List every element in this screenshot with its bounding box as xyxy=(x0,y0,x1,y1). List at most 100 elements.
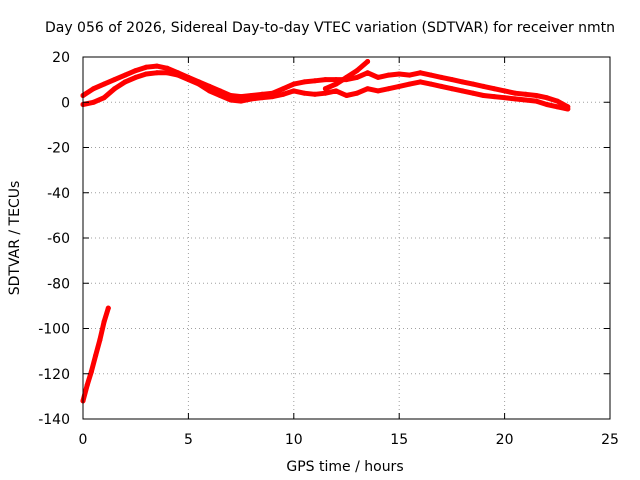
data-point xyxy=(164,70,170,76)
data-point xyxy=(185,77,191,83)
series-left-descent xyxy=(80,305,111,404)
data-point xyxy=(491,86,497,92)
data-point xyxy=(112,86,118,92)
data-point xyxy=(112,77,118,83)
data-point xyxy=(449,86,455,92)
data-point xyxy=(354,90,360,96)
y-tick-label: -100 xyxy=(38,322,70,338)
data-point xyxy=(91,99,96,105)
data-point xyxy=(459,79,465,85)
data-point xyxy=(228,97,234,103)
data-point xyxy=(407,72,413,78)
series-main-track-lower xyxy=(80,70,571,112)
data-point xyxy=(354,74,360,80)
data-point xyxy=(344,74,349,80)
data-point xyxy=(428,81,434,87)
x-axis-label: GPS time / hours xyxy=(286,459,403,475)
data-point xyxy=(470,90,476,96)
data-point xyxy=(238,94,244,100)
data-point xyxy=(93,353,99,359)
data-point xyxy=(523,97,529,103)
data-point xyxy=(238,98,244,104)
data-point xyxy=(554,98,560,104)
data-point xyxy=(533,93,539,98)
y-tick-label: -80 xyxy=(47,276,70,292)
axis-ticks: 0 5 10 15 20 25 -140 -120 -100 -80 -60 -40 -20 0 20 xyxy=(38,50,619,448)
y-tick-label: -60 xyxy=(47,231,70,247)
data-point xyxy=(449,77,455,83)
data-point xyxy=(291,81,297,87)
data-point xyxy=(91,86,96,92)
data-point xyxy=(386,86,392,92)
data-point xyxy=(259,95,265,101)
data-point xyxy=(312,78,318,84)
data-point xyxy=(354,68,360,74)
data-point xyxy=(228,93,234,98)
data-point xyxy=(175,72,181,78)
data-point xyxy=(280,86,286,92)
data-point xyxy=(280,91,286,97)
x-tick-label: 20 xyxy=(496,432,514,448)
chart-title: Day 056 of 2026, Sidereal Day-to-day VTE… xyxy=(45,20,615,36)
data-point xyxy=(301,79,307,85)
data-point xyxy=(438,83,444,89)
data-point xyxy=(386,72,392,78)
data-point xyxy=(122,79,128,85)
data-point xyxy=(101,319,107,325)
data-point xyxy=(428,72,434,78)
data-point xyxy=(417,79,423,85)
data-point xyxy=(544,102,550,107)
y-tick-label: 20 xyxy=(52,50,70,66)
data-point xyxy=(417,70,423,76)
data-point xyxy=(164,65,170,71)
data-point xyxy=(291,88,297,94)
y-tick-label: -40 xyxy=(47,186,70,202)
data-point xyxy=(375,74,381,80)
data-point xyxy=(105,305,111,311)
data-point xyxy=(101,95,107,101)
data-point xyxy=(481,93,486,98)
data-point xyxy=(217,88,223,94)
data-point xyxy=(88,369,94,374)
data-point xyxy=(154,70,160,76)
data-point xyxy=(407,81,413,87)
data-point xyxy=(365,86,371,92)
x-tick-label: 10 xyxy=(285,432,303,448)
series-main-track-upper xyxy=(80,63,571,110)
data-point xyxy=(333,88,339,94)
x-tick-label: 5 xyxy=(184,432,193,448)
grid-lines xyxy=(83,57,610,419)
x-tick-label: 15 xyxy=(390,432,408,448)
y-tick-label: 0 xyxy=(61,95,70,111)
data-series xyxy=(80,59,571,404)
data-point xyxy=(333,81,339,87)
data-point xyxy=(502,88,508,94)
data-point xyxy=(322,77,328,83)
y-axis-label: SDTVAR / TECUs xyxy=(7,181,23,296)
data-point xyxy=(249,96,255,102)
data-point xyxy=(344,93,349,98)
data-point xyxy=(396,71,402,77)
data-point xyxy=(322,86,328,92)
data-point xyxy=(133,74,139,80)
y-tick-label: -20 xyxy=(47,141,70,157)
data-point xyxy=(565,106,571,112)
data-point xyxy=(396,83,402,89)
data-point xyxy=(481,83,486,89)
data-point xyxy=(207,88,212,94)
data-point xyxy=(544,95,550,101)
data-point xyxy=(301,90,307,96)
y-tick-label: -140 xyxy=(38,412,70,428)
data-point xyxy=(270,94,276,100)
data-point xyxy=(143,71,149,77)
series-mid-spike xyxy=(322,59,371,92)
data-point xyxy=(365,59,371,64)
data-point xyxy=(365,70,371,76)
data-point xyxy=(491,94,497,100)
data-point xyxy=(154,63,160,69)
data-point xyxy=(143,64,149,70)
data-point xyxy=(217,93,223,98)
data-point xyxy=(523,91,529,97)
data-point xyxy=(196,81,202,87)
